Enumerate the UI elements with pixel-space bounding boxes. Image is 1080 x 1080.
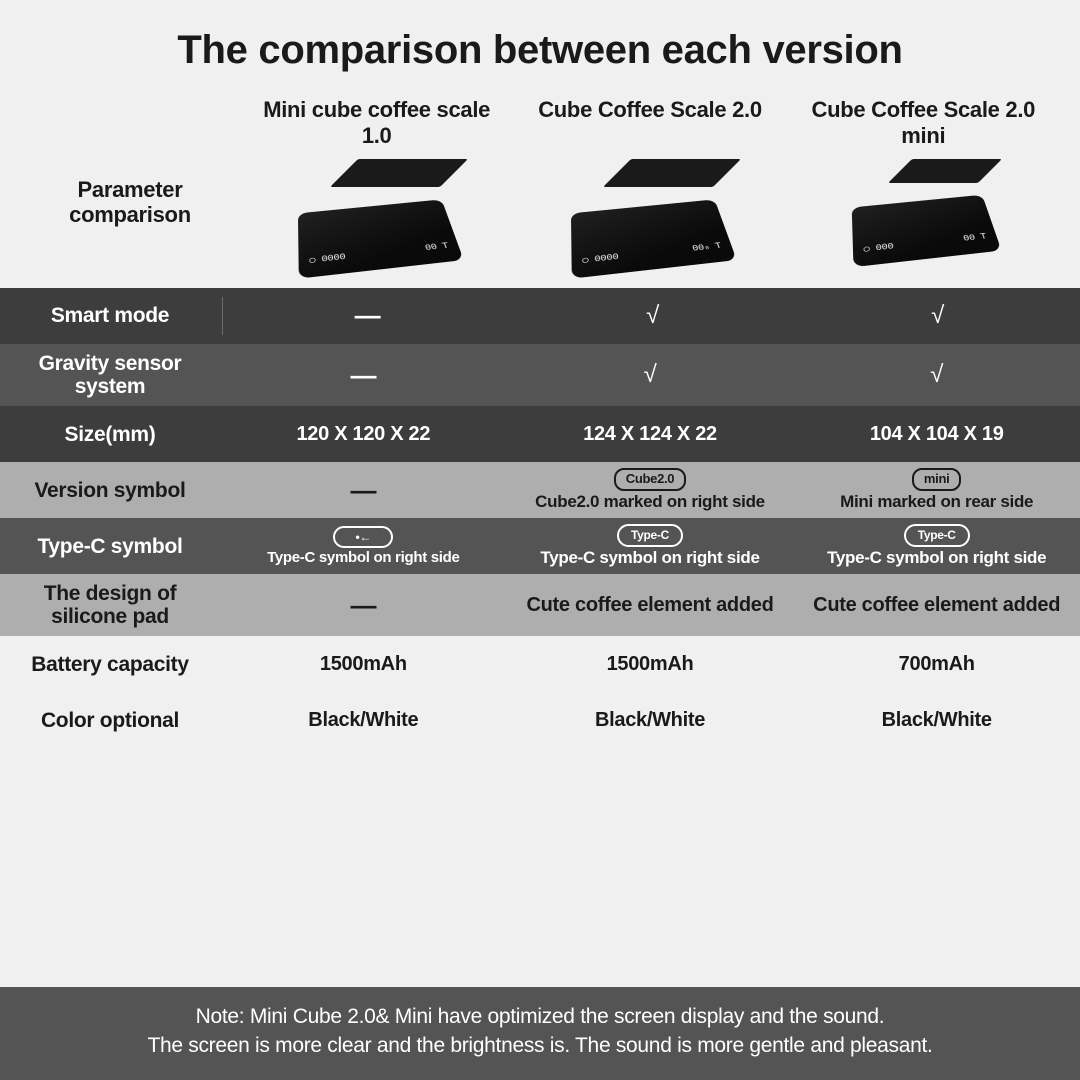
table-row: Gravity sensor system — √ √: [0, 344, 1080, 406]
feature-label: Version symbol: [0, 462, 220, 518]
scale-body-shape: ○ 000000 T: [298, 199, 464, 278]
table-row: Size(mm)120 X 120 X 22124 X 124 X 22104 …: [0, 406, 1080, 462]
type-c-badge: Type-C: [904, 524, 970, 547]
check-icon: √: [931, 302, 944, 331]
comparison-container: The comparison between each version Para…: [0, 0, 1080, 1080]
table-row: Smart mode — √ √: [0, 288, 1080, 344]
type-c-badge: •←: [333, 526, 393, 549]
comparison-table-body: Smart mode — √ √ Gravity sensor system — √ √ Siz…: [0, 288, 1080, 748]
table-cell: mini Mini marked on rear side: [793, 462, 1080, 518]
table-cell: 120 X 120 X 22: [220, 406, 507, 462]
scale-body-shape: ○ 00000 T: [852, 195, 1002, 267]
feature-label: Gravity sensor system: [0, 344, 220, 406]
feature-label: Size(mm): [0, 406, 220, 462]
scale-body-shape: ○ 000000₀ T: [571, 199, 737, 278]
type-c-badge: Type-C: [617, 524, 683, 547]
table-cell: √: [510, 288, 795, 344]
table-cell: 1500mAh: [507, 636, 794, 692]
table-cell: 104 X 104 X 19: [793, 406, 1080, 462]
table-cell: 700mAh: [793, 636, 1080, 692]
feature-label: Color optional: [0, 692, 220, 748]
parameter-comparison-label: Parameter comparison: [32, 177, 228, 228]
badge-subtext: Cube2.0 marked on right side: [535, 493, 765, 512]
table-cell: Black/White: [793, 692, 1080, 748]
table-cell: Type-C Type-C symbol on right side: [507, 518, 794, 574]
table-cell: Cute coffee element added: [507, 574, 794, 636]
version-badge: Cube2.0: [614, 468, 686, 491]
table-cell: —: [225, 288, 510, 344]
table-cell: •←Type-C symbol on right side: [220, 518, 507, 574]
scale-illustration: ○ 00000 T: [853, 159, 993, 267]
feature-label: The design of silicone pad: [0, 574, 220, 636]
product-column: Cube Coffee Scale 2.0 mini ○ 00000 T: [787, 97, 1060, 267]
table-cell: Cute coffee element added: [793, 574, 1080, 636]
product-column: Mini cube coffee scale 1.0 ○ 000000 T: [240, 97, 513, 278]
feature-label: Smart mode: [0, 288, 220, 344]
table-cell: Cube2.0 Cube2.0 marked on right side: [507, 462, 794, 518]
scale-display: ○ 000000 T: [309, 238, 451, 269]
scale-illustration: ○ 000000 T: [299, 159, 454, 278]
check-icon: √: [644, 361, 657, 390]
table-cell: √: [507, 344, 794, 406]
table-row: Color optionalBlack/WhiteBlack/WhiteBlac…: [0, 692, 1080, 748]
table-row: Version symbol — Cube2.0 Cube2.0 marked on …: [0, 462, 1080, 518]
feature-label: Type-C symbol: [0, 518, 220, 574]
table-row: Type-C symbol•←Type-C symbol on right si…: [0, 518, 1080, 574]
dash-icon: —: [355, 300, 381, 331]
scale-illustration: ○ 000000₀ T: [572, 159, 727, 278]
parameter-label-col: Parameter comparison: [20, 97, 240, 238]
vertical-separator: [222, 297, 223, 335]
table-cell: Black/White: [507, 692, 794, 748]
table-cell: Type-C Type-C symbol on right side: [793, 518, 1080, 574]
product-name: Cube Coffee Scale 2.0 mini: [787, 97, 1060, 151]
scale-display: ○ 000000₀ T: [582, 238, 724, 269]
table-cell: √: [795, 288, 1080, 344]
product-column: Cube Coffee Scale 2.0 ○ 000000₀ T: [513, 97, 786, 278]
check-icon: √: [646, 302, 659, 331]
table-cell: √: [793, 344, 1080, 406]
product-name: Cube Coffee Scale 2.0: [530, 97, 770, 151]
product-name: Mini cube coffee scale 1.0: [240, 97, 513, 151]
scale-pad-shape: [888, 159, 1002, 183]
version-badge: mini: [912, 468, 962, 491]
table-cell: Black/White: [220, 692, 507, 748]
check-icon: √: [930, 361, 943, 390]
table-cell: —: [220, 344, 507, 406]
product-header-row: Parameter comparison Mini cube coffee sc…: [0, 97, 1080, 288]
badge-subtext: Type-C symbol on right side: [267, 550, 459, 567]
footer-note: Note: Mini Cube 2.0& Mini have optimized…: [0, 987, 1080, 1080]
scale-pad-shape: [603, 159, 741, 187]
table-cell: 124 X 124 X 22: [507, 406, 794, 462]
table-cell: —: [220, 462, 507, 518]
table-row: The design of silicone pad — Cute coffee e…: [0, 574, 1080, 636]
table-cell: 1500mAh: [220, 636, 507, 692]
table-row: Battery capacity1500mAh1500mAh700mAh: [0, 636, 1080, 692]
scale-pad-shape: [330, 159, 468, 187]
badge-subtext: Type-C symbol on right side: [827, 549, 1046, 568]
dash-icon: —: [350, 590, 376, 621]
table-cell: —: [220, 574, 507, 636]
dash-icon: —: [350, 360, 376, 391]
feature-label: Battery capacity: [0, 636, 220, 692]
page-title: The comparison between each version: [0, 0, 1080, 97]
scale-display: ○ 00000 T: [863, 228, 989, 257]
dash-icon: —: [350, 475, 376, 506]
badge-subtext: Type-C symbol on right side: [540, 549, 759, 568]
badge-subtext: Mini marked on rear side: [840, 493, 1033, 512]
